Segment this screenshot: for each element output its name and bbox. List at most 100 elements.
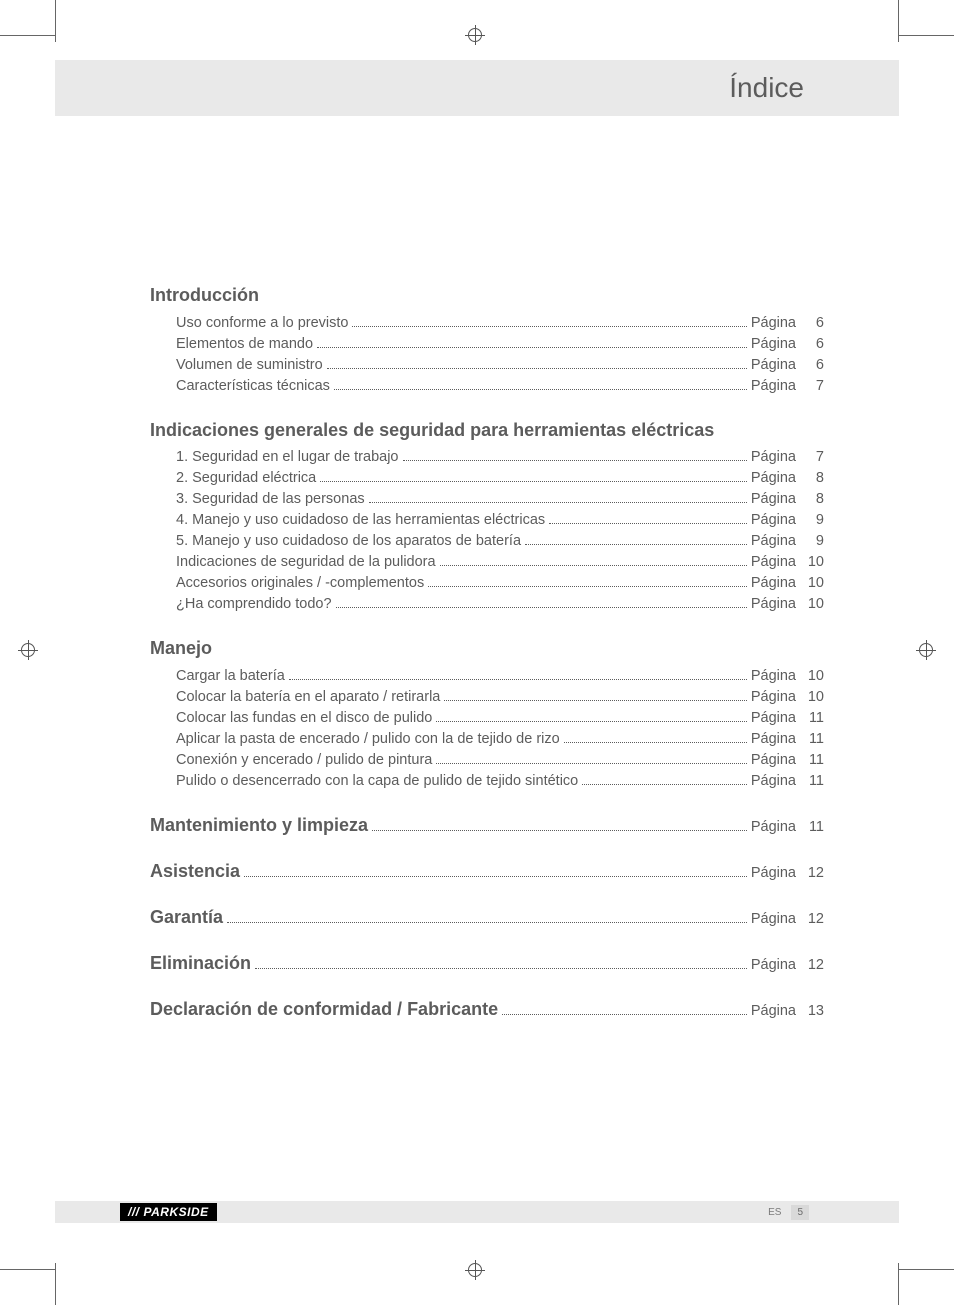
page-word: Página [751, 909, 796, 930]
toc-entry-page: 11 [802, 817, 824, 838]
page-word: Página [751, 666, 796, 687]
toc-entry-page: 11 [802, 708, 824, 729]
toc-entry: Volumen de suministro Página 6 [150, 355, 824, 376]
toc-entry-page: 11 [802, 750, 824, 771]
section-title: Introducción [150, 284, 824, 307]
toc-entry-page: 10 [802, 666, 824, 687]
toc-entry-page: 9 [802, 510, 824, 531]
brand-slashes: /// [128, 1205, 140, 1219]
toc-entry: Conexión y encerado / pulido de pinturaP… [150, 750, 824, 771]
leader-dots [352, 326, 746, 327]
page-word: Página [751, 708, 796, 729]
page-word: Página [751, 687, 796, 708]
footer-page-number: 5 [791, 1205, 809, 1220]
page-title: Índice [729, 72, 804, 104]
leader-dots [436, 721, 747, 722]
page-word: Página [751, 552, 796, 573]
toc-entry-page: 12 [802, 863, 824, 884]
toc-entry: Declaración de conformidad / Fabricante P… [150, 998, 824, 1022]
toc-entry-page: 9 [802, 531, 824, 552]
toc-entry-label: 2. Seguridad eléctrica [176, 468, 316, 489]
leader-dots [564, 742, 747, 743]
toc-entry-label: Conexión y encerado / pulido de pintura [176, 750, 432, 771]
page-word: Página [751, 531, 796, 552]
toc-entry-page: 6 [802, 355, 824, 376]
page-word: Página [751, 355, 796, 376]
leader-dots [372, 830, 747, 831]
section-title: Manejo [150, 637, 824, 660]
page-word: Página [751, 468, 796, 489]
toc-entry-label: 5. Manejo y uso cuidadoso de los aparato… [176, 531, 521, 552]
page-word: Página [751, 313, 796, 334]
page-word: Página [751, 447, 796, 468]
section-title: Asistencia [150, 860, 240, 883]
page-word: Página [751, 334, 796, 355]
page-word: Página [751, 771, 796, 792]
leader-dots [227, 922, 747, 923]
toc-entry: Elementos de mando Página 6 [150, 334, 824, 355]
registration-mark-icon [465, 25, 485, 45]
toc-container: Introducción Uso conforme a lo previsto Pá… [150, 284, 824, 1044]
toc-entry: Pulido o desencerrado con la capa de pul… [150, 771, 824, 792]
toc-entry-label: Elementos de mando [176, 334, 313, 355]
toc-entry-page: 12 [802, 955, 824, 976]
toc-entry-label: Colocar la batería en el aparato / retir… [176, 687, 440, 708]
page-word: Página [751, 817, 796, 838]
toc-entry-label: Uso conforme a lo previsto [176, 313, 348, 334]
toc-entry-label: Volumen de suministro [176, 355, 323, 376]
toc-entry-page: 7 [802, 376, 824, 397]
header-band: Índice [55, 60, 899, 116]
toc-entry-page: 12 [802, 909, 824, 930]
crop-mark [898, 1269, 954, 1270]
footer-lang-code: ES [768, 1207, 781, 1218]
section-title: Declaración de conformidad / Fabricante [150, 998, 498, 1021]
leader-dots [334, 389, 747, 390]
leader-dots [403, 460, 747, 461]
leader-dots [317, 347, 747, 348]
toc-entry-label: 4. Manejo y uso cuidadoso de las herrami… [176, 510, 545, 531]
toc-entry-page: 11 [802, 729, 824, 750]
page-word: Página [751, 955, 796, 976]
toc-entry-label: Indicaciones de seguridad de la pulidora [176, 552, 436, 573]
toc-section: Mantenimiento y limpiezaPágina11 [150, 814, 824, 838]
leader-dots [549, 523, 747, 524]
toc-entry: 2. Seguridad eléctrica Página 8 [150, 468, 824, 489]
page-word: Página [751, 510, 796, 531]
toc-entry-label: 3. Seguridad de las personas [176, 489, 365, 510]
toc-entry-page: 10 [802, 552, 824, 573]
crop-mark [55, 1263, 56, 1305]
toc-section: Declaración de conformidad / Fabricante P… [150, 998, 824, 1022]
toc-entry: GarantíaPágina12 [150, 906, 824, 930]
toc-entry-page: 8 [802, 468, 824, 489]
toc-entry-page: 10 [802, 573, 824, 594]
toc-entry: Asistencia Página 12 [150, 860, 824, 884]
page-word: Página [751, 729, 796, 750]
page-word: Página [751, 1001, 796, 1022]
brand-logo: ///PARKSIDE [120, 1203, 217, 1221]
toc-section: Asistencia Página 12 [150, 860, 824, 884]
toc-entry-label: ¿Ha comprendido todo? [176, 594, 332, 615]
page-word: Página [751, 489, 796, 510]
toc-entry-page: 8 [802, 489, 824, 510]
leader-dots [444, 700, 746, 701]
page-word: Página [751, 863, 796, 884]
toc-section: GarantíaPágina12 [150, 906, 824, 930]
toc-entry-page: 11 [802, 771, 824, 792]
toc-entry: 4. Manejo y uso cuidadoso de las herrami… [150, 510, 824, 531]
crop-mark [898, 35, 954, 36]
toc-entry-page: 6 [802, 313, 824, 334]
toc-section: ManejoCargar la bateríaPágina10Colocar l… [150, 637, 824, 792]
toc-entry: Indicaciones de seguridad de la pulidora… [150, 552, 824, 573]
toc-section: Introducción Uso conforme a lo previsto Pá… [150, 284, 824, 397]
toc-entry-label: Aplicar la pasta de encerado / pulido co… [176, 729, 560, 750]
toc-entry: Cargar la bateríaPágina10 [150, 666, 824, 687]
leader-dots [336, 607, 747, 608]
crop-mark [0, 35, 55, 36]
leader-dots [320, 481, 747, 482]
leader-dots [428, 586, 747, 587]
toc-entry-page: 6 [802, 334, 824, 355]
toc-entry: EliminaciónPágina12 [150, 952, 824, 976]
leader-dots [255, 968, 747, 969]
toc-entry: Aplicar la pasta de encerado / pulido co… [150, 729, 824, 750]
leader-dots [525, 544, 747, 545]
